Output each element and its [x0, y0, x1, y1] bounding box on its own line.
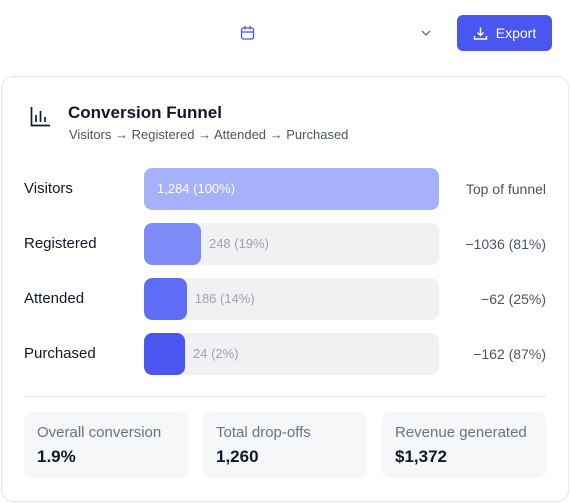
- dropdown-chevron[interactable]: [420, 28, 432, 38]
- stat-label: Total drop-offs: [216, 424, 311, 441]
- calendar-icon[interactable]: [240, 25, 255, 41]
- funnel-card: [1, 76, 569, 502]
- bar-track: 186 (14%): [144, 278, 439, 320]
- drop-off-note: −62 (25%): [481, 291, 546, 307]
- drop-off-note: −1036 (81%): [465, 236, 546, 252]
- drop-off-note: −162 (87%): [473, 346, 546, 362]
- stat-card: Overall conversion 1.9%: [24, 412, 188, 478]
- bar-track: 24 (2%): [144, 333, 439, 375]
- stage-name: Purchased: [24, 345, 96, 362]
- export-label: Export: [495, 25, 537, 41]
- stat-value: 1.9%: [37, 447, 76, 466]
- stage-name: Registered: [24, 235, 97, 252]
- divider: [24, 396, 546, 397]
- card-title: Conversion Funnel: [68, 103, 222, 122]
- chart-icon: [30, 107, 50, 127]
- stat-value: 1,260: [216, 447, 259, 466]
- download-icon: [473, 27, 487, 40]
- stat-label: Overall conversion: [37, 424, 162, 441]
- stat-label: Revenue generated: [395, 424, 527, 441]
- bar-track: 1,284 (100%): [144, 168, 439, 210]
- stage-name: Attended: [24, 290, 85, 307]
- bar: [144, 333, 185, 375]
- bar: [144, 278, 187, 320]
- bar: [144, 168, 439, 210]
- bar: [144, 223, 201, 265]
- stat-card: Revenue generated $1,372: [382, 412, 546, 478]
- stage-name: Visitors: [24, 180, 73, 197]
- stat-value: $1,372: [395, 447, 447, 466]
- bar-label: 1,284 (100%): [157, 181, 236, 196]
- bar-label: 186 (14%): [194, 291, 255, 306]
- card-subtitle: Visitors → Registered → Attended → Purch…: [69, 127, 349, 142]
- bar-track: 248 (19%): [144, 223, 439, 265]
- drop-off-note: Top of funnel: [465, 181, 546, 197]
- bar-label: 248 (19%): [208, 236, 269, 251]
- stat-card: Total drop-offs 1,260: [203, 412, 367, 478]
- bar-label: 24 (2%): [193, 346, 239, 361]
- export-button[interactable]: Export: [457, 15, 552, 51]
